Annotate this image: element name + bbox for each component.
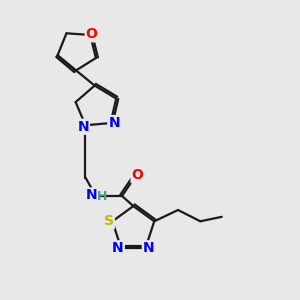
Text: O: O bbox=[86, 27, 98, 41]
Text: N: N bbox=[85, 188, 97, 203]
Text: N: N bbox=[108, 116, 120, 130]
Text: N: N bbox=[143, 241, 154, 255]
Text: O: O bbox=[132, 168, 143, 182]
Text: N: N bbox=[112, 241, 124, 255]
Text: H: H bbox=[97, 190, 108, 203]
Text: N: N bbox=[77, 120, 89, 134]
Text: S: S bbox=[104, 214, 114, 228]
